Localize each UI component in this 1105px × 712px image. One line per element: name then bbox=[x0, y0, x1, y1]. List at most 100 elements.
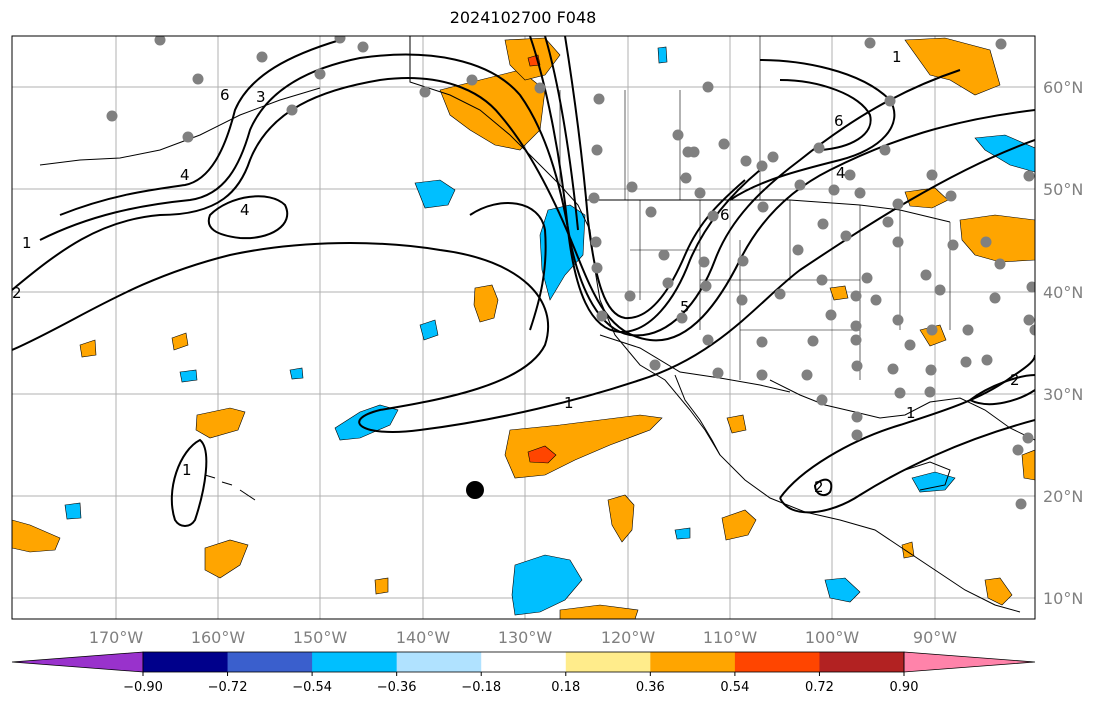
negative-anomaly-s2 bbox=[179, 369, 198, 383]
longitude-label: 170°W bbox=[89, 628, 144, 647]
positive-anomaly-s8 bbox=[829, 285, 849, 301]
colorbar-tick-label: −0.72 bbox=[208, 680, 248, 695]
latitude-label: 40°N bbox=[1043, 283, 1083, 302]
longitude-label: 90°W bbox=[913, 628, 957, 647]
hawaii-islands bbox=[204, 474, 256, 501]
negative-anomaly-s4 bbox=[824, 577, 861, 603]
positive-anomaly-s7 bbox=[726, 414, 747, 434]
positive-anomaly-s13 bbox=[1021, 449, 1035, 481]
longitude-label: 140°W bbox=[396, 628, 451, 647]
map-frame bbox=[11, 35, 1036, 620]
contour-label: 1 bbox=[906, 404, 916, 422]
negative-anomaly-s7 bbox=[289, 367, 304, 380]
us-canada-border bbox=[585, 199, 951, 223]
station-markers bbox=[106, 36, 1035, 510]
gulf-coast bbox=[769, 379, 1035, 441]
negative-anomaly-s5 bbox=[674, 527, 691, 540]
latitude-label: 50°N bbox=[1043, 180, 1083, 199]
positive-anomaly-s1 bbox=[12, 519, 61, 553]
contour-label: 6 bbox=[834, 112, 844, 130]
contour-label: 4 bbox=[836, 164, 846, 182]
colorbar-segment bbox=[396, 652, 482, 672]
contour-1-trough bbox=[469, 202, 547, 331]
contour-6 bbox=[544, 36, 746, 320]
negative-anomaly-gulf bbox=[911, 471, 956, 493]
contour-7-ridge bbox=[779, 79, 872, 151]
positive-anomaly-pacific-1 bbox=[473, 284, 499, 323]
latitude-label: 30°N bbox=[1043, 385, 1083, 404]
positive-anomaly-s4 bbox=[721, 509, 757, 541]
contour-label: 1 bbox=[564, 394, 574, 412]
contour-2-gulf bbox=[779, 354, 1035, 499]
colorbar-extend-high bbox=[903, 651, 1036, 673]
negative-anomaly-hudson bbox=[974, 134, 1035, 173]
longitude-label: 100°W bbox=[805, 628, 860, 647]
height-contours bbox=[12, 36, 1035, 527]
contour-4 bbox=[59, 39, 341, 216]
contour-label: 4 bbox=[240, 201, 250, 219]
contour-2-east bbox=[969, 374, 1035, 406]
contour-label: 1 bbox=[182, 461, 192, 479]
longitude-label: 150°W bbox=[293, 628, 348, 647]
contour-4-low bbox=[207, 195, 289, 240]
positive-anomaly-s11 bbox=[374, 577, 389, 595]
positive-anomaly-great-lakes bbox=[959, 214, 1035, 263]
negative-anomaly-s6 bbox=[657, 46, 668, 64]
contour-label: 1 bbox=[22, 234, 32, 252]
positive-anomaly-s14 bbox=[901, 541, 915, 559]
strong-anomaly-baja bbox=[527, 445, 557, 464]
positive-anomaly-s3 bbox=[607, 494, 635, 543]
contour-2-outer bbox=[12, 77, 1035, 342]
contour-1-main bbox=[12, 139, 1035, 433]
north-america-coast bbox=[409, 36, 1021, 613]
colorbar-tick-label: 0.90 bbox=[890, 680, 919, 695]
longitude-label: 120°W bbox=[601, 628, 656, 647]
colorbar-tick-label: −0.36 bbox=[377, 680, 417, 695]
longitude-labels: 170°W 160°W 150°W 140°W 130°W 120°W 110°W 100°W… bbox=[89, 628, 957, 647]
colorbar-extend-low bbox=[11, 651, 144, 673]
tropical-cyclone-marker bbox=[466, 481, 484, 499]
colorbar-segment bbox=[819, 652, 905, 672]
contour-label: 2 bbox=[12, 284, 22, 302]
colorbar-segment bbox=[143, 652, 229, 672]
colorbar-segment bbox=[650, 652, 736, 672]
latitude-labels: 60°N 50°N 40°N 30°N 20°N 10°N bbox=[1043, 78, 1083, 608]
coastlines bbox=[39, 36, 1035, 613]
longitude-label: 160°W bbox=[191, 628, 246, 647]
negative-anomaly-pacific-3 bbox=[511, 554, 583, 616]
contour-3 bbox=[39, 53, 961, 337]
negative-anomaly-pacific-2 bbox=[334, 404, 399, 441]
aleutians bbox=[39, 87, 321, 166]
contour-label: 4 bbox=[180, 166, 190, 184]
contour-6-ridge bbox=[729, 59, 896, 201]
latitude-label: 10°N bbox=[1043, 589, 1083, 608]
contour-high-1 bbox=[170, 438, 208, 527]
colorbar-tick-label: 0.72 bbox=[805, 680, 834, 695]
colorbar-tick-label: 0.36 bbox=[636, 680, 665, 695]
colorbar-tick-label: 0.18 bbox=[551, 680, 580, 695]
baja-peninsula bbox=[674, 374, 721, 456]
colorbar-segment bbox=[312, 652, 398, 672]
contour-label: 3 bbox=[256, 88, 266, 106]
negative-anomaly-s1 bbox=[419, 319, 439, 341]
latitude-label: 60°N bbox=[1043, 78, 1083, 97]
contour-label: 5 bbox=[680, 298, 690, 316]
positive-anomaly-s9 bbox=[79, 339, 97, 358]
positive-anomaly-nunavut bbox=[904, 37, 1001, 96]
contour-label: 2 bbox=[814, 478, 824, 496]
contour-value-labels: 1 1 1 1 2 2 2 3 4 4 4 5 6 6 6 1 bbox=[12, 48, 1020, 496]
negative-anomaly-pacific-1 bbox=[414, 179, 456, 209]
canada-provinces bbox=[559, 36, 761, 200]
longitude-label: 130°W bbox=[498, 628, 553, 647]
colorbar-tick-label: −0.54 bbox=[292, 680, 332, 695]
contour-label: 6 bbox=[220, 86, 230, 104]
colorbar-tick-label: −0.90 bbox=[123, 680, 163, 695]
positive-anomaly-hawaii bbox=[195, 407, 246, 439]
contour-label: 1 bbox=[892, 48, 902, 66]
colorbar-segment bbox=[227, 652, 313, 672]
colorbar-segment bbox=[565, 652, 651, 672]
gridlines bbox=[12, 36, 1035, 619]
positive-anomaly-s5 bbox=[559, 604, 639, 619]
positive-anomaly-s2 bbox=[204, 539, 249, 579]
colorbar-tick-label: 0.54 bbox=[720, 680, 749, 695]
